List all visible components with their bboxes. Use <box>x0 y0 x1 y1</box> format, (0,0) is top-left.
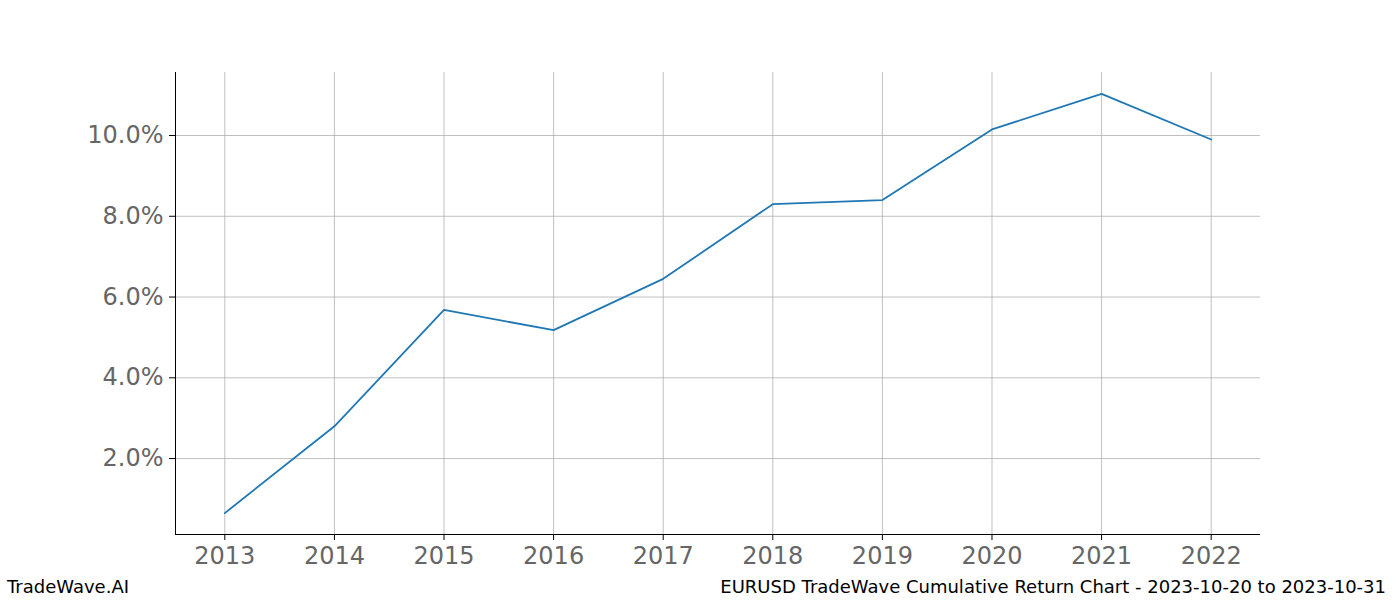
svg-text:2.0%: 2.0% <box>103 444 164 472</box>
svg-text:6.0%: 6.0% <box>103 283 164 311</box>
svg-text:2014: 2014 <box>304 542 365 570</box>
html-text:EURUSD TradeWave Cumulative Re: EURUSD TradeWave Cumulative Return Chart… <box>720 576 1386 597</box>
svg-text:8.0%: 8.0% <box>103 202 164 230</box>
html-text:TradeWave.AI: TradeWave.AI <box>7 576 129 597</box>
svg-text:2016: 2016 <box>523 542 584 570</box>
svg-text:2021: 2021 <box>1071 542 1132 570</box>
svg-text:2022: 2022 <box>1181 542 1242 570</box>
svg-text:2015: 2015 <box>413 542 474 570</box>
svg-text:2019: 2019 <box>852 542 913 570</box>
svg-text:2018: 2018 <box>742 542 803 570</box>
svg-text:2017: 2017 <box>633 542 694 570</box>
svg-text:10.0%: 10.0% <box>87 121 163 149</box>
svg-text:4.0%: 4.0% <box>103 363 164 391</box>
svg-text:2013: 2013 <box>194 542 255 570</box>
svg-text:2020: 2020 <box>961 542 1022 570</box>
